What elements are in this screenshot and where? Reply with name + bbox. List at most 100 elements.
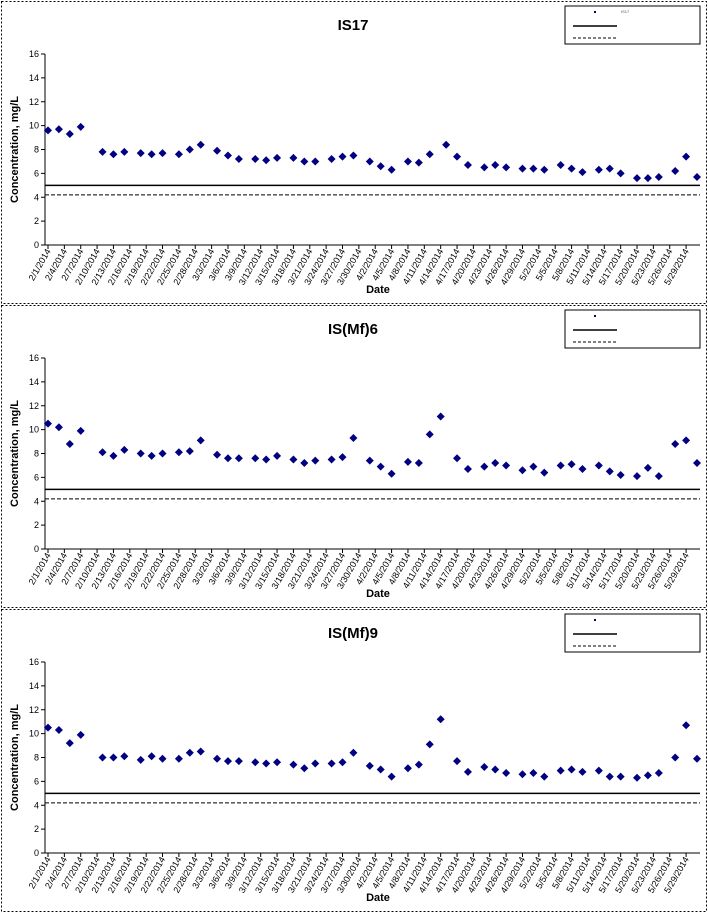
y-axis-label: Concentration, mg/L	[9, 704, 21, 811]
data-point	[311, 157, 320, 166]
data-point	[44, 126, 52, 135]
data-point	[556, 461, 565, 470]
data-point	[54, 125, 63, 134]
data-point	[578, 168, 587, 177]
data-point	[403, 457, 412, 466]
y-tick-label: 0	[34, 544, 39, 554]
data-point	[327, 155, 336, 164]
data-point	[480, 763, 489, 772]
legend-marker	[594, 11, 596, 13]
data-point	[109, 451, 118, 460]
data-point	[76, 730, 85, 739]
data-point	[453, 454, 462, 463]
data-point	[234, 155, 243, 164]
data-point	[185, 145, 194, 154]
data-point	[65, 439, 74, 448]
data-point	[120, 752, 129, 761]
data-point	[616, 470, 625, 479]
data-point	[594, 766, 603, 775]
data-point	[98, 448, 107, 457]
data-point	[289, 455, 298, 464]
data-point	[327, 759, 336, 768]
data-point	[403, 764, 412, 773]
data-point	[349, 433, 358, 442]
data-point	[403, 157, 412, 166]
data-point	[213, 146, 222, 155]
data-point	[136, 449, 145, 458]
y-tick-label: 6	[34, 168, 39, 178]
data-point	[234, 757, 243, 766]
data-point	[213, 450, 222, 459]
data-point	[120, 445, 129, 454]
data-point	[76, 122, 85, 131]
data-point	[567, 164, 576, 173]
data-point	[98, 147, 107, 156]
y-tick-label: 12	[29, 705, 39, 715]
data-point	[136, 755, 145, 764]
y-tick-label: 8	[34, 753, 39, 763]
legend-marker	[594, 619, 596, 621]
data-point	[518, 164, 527, 173]
data-point	[567, 765, 576, 774]
data-point	[693, 172, 701, 181]
data-point	[491, 765, 500, 774]
data-point	[327, 455, 336, 464]
data-point	[556, 161, 565, 170]
panel-frame	[1, 1, 707, 304]
data-point	[578, 465, 587, 474]
chart-title: IS17	[338, 17, 369, 34]
chart-panel-is17: IS17 0 2 4 6 8 10 12 14 16 2/1/2014 2/4/2014 2/7/201…	[0, 0, 708, 304]
data-point	[502, 769, 511, 778]
data-point	[273, 153, 282, 162]
y-tick-label: 12	[29, 97, 39, 107]
data-point	[65, 739, 74, 748]
data-point	[693, 459, 701, 468]
data-point	[529, 462, 538, 471]
data-point	[654, 769, 663, 778]
data-point	[54, 423, 63, 432]
y-tick-label: 0	[34, 848, 39, 858]
data-point	[223, 454, 232, 463]
data-point	[147, 752, 156, 761]
y-tick-label: 10	[29, 729, 39, 739]
y-tick-label: 10	[29, 425, 39, 435]
data-point	[682, 152, 691, 161]
data-point	[311, 759, 320, 768]
data-point	[453, 152, 462, 161]
y-tick-label: 6	[34, 776, 39, 786]
data-point	[147, 150, 156, 159]
data-point	[196, 140, 205, 149]
data-point	[605, 467, 614, 476]
data-point	[529, 164, 538, 173]
data-point	[273, 758, 282, 767]
data-point	[185, 447, 194, 456]
data-point	[453, 757, 462, 766]
data-point	[594, 461, 603, 470]
data-point	[311, 456, 320, 465]
chart-title: IS(Mf)6	[328, 321, 378, 338]
legend-marker	[594, 315, 596, 317]
data-point	[174, 150, 183, 159]
data-point	[578, 767, 587, 776]
data-point	[540, 165, 549, 174]
data-point	[682, 436, 691, 445]
panel-frame	[1, 305, 707, 608]
data-point	[262, 455, 271, 464]
y-tick-label: 8	[34, 449, 39, 459]
y-tick-label: 4	[34, 192, 39, 202]
data-point	[262, 156, 271, 165]
data-point	[251, 155, 260, 164]
data-point	[633, 174, 642, 183]
y-tick-label: 14	[29, 73, 39, 83]
x-axis-label: Date	[366, 892, 390, 904]
y-tick-label: 14	[29, 681, 39, 691]
data-point	[365, 456, 374, 465]
data-point	[213, 754, 222, 763]
y-tick-label: 16	[29, 353, 39, 363]
data-point	[436, 412, 445, 421]
data-point	[365, 157, 374, 166]
data-point	[365, 761, 374, 770]
data-point	[502, 461, 511, 470]
x-axis-label: Date	[366, 284, 390, 296]
legend-box	[564, 309, 701, 349]
